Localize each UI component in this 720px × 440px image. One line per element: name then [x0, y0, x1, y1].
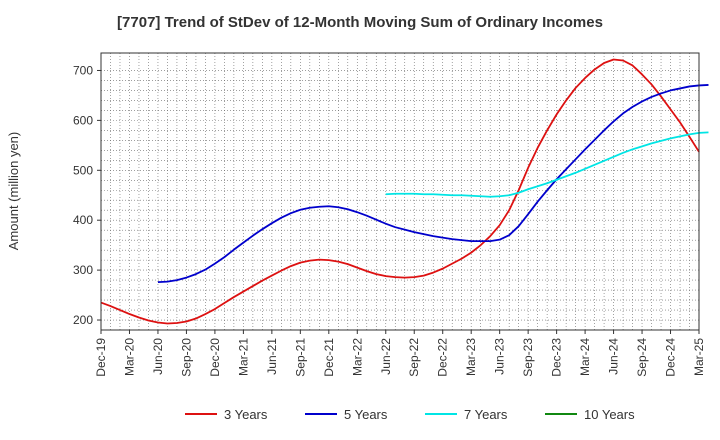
series-lines [100, 58, 709, 325]
series-line-3-years [100, 58, 700, 325]
x-tick-label: Sep-22 [407, 338, 421, 377]
y-tick-label: 300 [73, 263, 93, 277]
grid [101, 53, 699, 330]
chart-title: [7707] Trend of StDev of 12-Month Moving… [117, 14, 603, 31]
x-tick-label: Mar-22 [350, 338, 364, 376]
legend-label: 10 Years [584, 407, 635, 422]
x-tick-label: Jun-24 [607, 338, 621, 375]
series-line-7-years [385, 131, 709, 198]
x-tick-label: Sep-20 [179, 338, 193, 377]
x-tick-label: Dec-21 [322, 338, 336, 377]
x-tick-label: Mar-24 [578, 338, 592, 376]
x-tick-label: Jun-23 [493, 338, 507, 375]
x-tick-label: Dec-24 [664, 338, 678, 377]
y-tick-label: 600 [73, 113, 93, 127]
x-tick-label: Jun-21 [265, 338, 279, 375]
legend-label: 5 Years [344, 407, 388, 422]
x-tick-label: Sep-21 [293, 338, 307, 377]
x-tick-label: Dec-19 [94, 338, 108, 377]
x-tick-label: Dec-20 [208, 338, 222, 377]
x-tick-label: Mar-21 [236, 338, 250, 376]
x-axis-ticks: Dec-19 Mar-20 Jun-20 Sep-20 Dec-20 Mar-21 Jun-… [94, 330, 706, 377]
x-tick-label: Mar-23 [464, 338, 478, 376]
x-tick-label: Dec-23 [550, 338, 564, 377]
legend: 3 Years 5 Years 7 Years 10 Years [185, 407, 635, 422]
x-tick-label: Sep-24 [635, 338, 649, 377]
x-tick-label: Jun-22 [379, 338, 393, 375]
legend-label: 3 Years [224, 407, 268, 422]
legend-label: 7 Years [464, 407, 508, 422]
series-line-5-years [157, 84, 709, 283]
x-tick-label: Mar-25 [692, 338, 706, 376]
x-tick-label: Sep-23 [521, 338, 535, 377]
x-tick-label: Mar-20 [122, 338, 136, 376]
x-tick-label: Dec-22 [436, 338, 450, 377]
y-tick-label: 200 [73, 313, 93, 327]
y-tick-label: 400 [73, 213, 93, 227]
y-axis-ticks: 200 300 400 500 600 700 [73, 63, 101, 327]
y-tick-label: 500 [73, 163, 93, 177]
x-tick-label: Jun-20 [151, 338, 165, 375]
y-tick-label: 700 [73, 63, 93, 77]
plot-frame [100, 52, 700, 331]
y-axis-label: Amount (million yen) [6, 132, 21, 251]
